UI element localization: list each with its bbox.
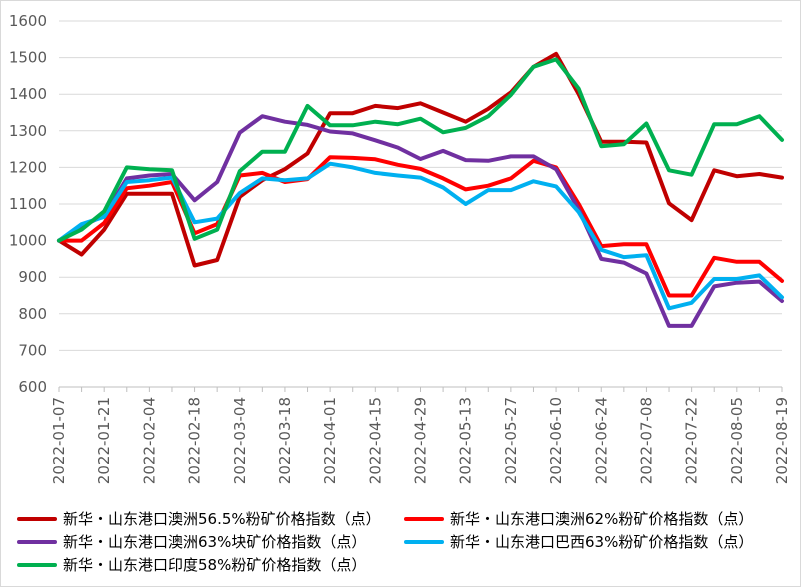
y-gridlines [59, 20, 782, 351]
series-lines [57, 51, 784, 328]
x-axis: 2022-01-07 2022-01-21 2022-02-04 2022-02-18… [50, 386, 791, 484]
x-tick-label: 2022-08-19 [773, 397, 791, 484]
x-tick-label: 2022-06-24 [592, 397, 610, 484]
series-line-3 [57, 114, 784, 328]
legend-item-3: 新华・山东港口澳洲63%块矿价格指数（点） [17, 533, 366, 551]
x-tick-label: 2022-03-18 [276, 397, 294, 484]
y-tick-label: 700 [18, 341, 47, 359]
y-tick-label: 1100 [9, 195, 47, 213]
series-line-4 [57, 161, 784, 311]
y-axis-tick-labels: 600 700 800 900 1000 1100 1200 1300 1400 1500 1600 [9, 12, 47, 396]
x-tick-label: 2022-05-13 [457, 397, 475, 484]
x-tick-label: 2022-07-22 [683, 397, 701, 484]
legend-item-4: 新华・山东港口巴西63%粉矿价格指数（点） [404, 533, 753, 551]
x-tick-label: 2022-04-01 [321, 397, 339, 484]
legend-label: 新华・山东港口澳洲56.5%粉矿价格指数（点） [63, 510, 381, 528]
y-tick-label: 1500 [9, 49, 47, 67]
x-tick-label: 2022-03-04 [231, 397, 249, 484]
legend-label: 新华・山东港口巴西63%粉矿价格指数（点） [450, 533, 753, 551]
legend-label: 新华・山东港口印度58%粉矿价格指数（点） [63, 556, 366, 574]
y-tick-label: 800 [18, 305, 47, 323]
y-tick-label: 1600 [9, 12, 47, 30]
legend-item-2: 新华・山东港口澳洲62%粉矿价格指数（点） [404, 510, 753, 528]
legend-item-1: 新华・山东港口澳洲56.5%粉矿价格指数（点） [17, 510, 381, 528]
x-tick-label: 2022-04-29 [412, 397, 430, 484]
y-tick-label: 600 [18, 378, 47, 396]
x-tick-label: 2022-02-18 [186, 397, 204, 484]
x-tick-label: 2022-04-15 [366, 397, 384, 484]
series-line-1 [57, 51, 784, 268]
legend: 新华・山东港口澳洲56.5%粉矿价格指数（点） 新华・山东港口澳洲62%粉矿价格指… [17, 510, 753, 574]
x-tick-label: 2022-07-08 [637, 397, 655, 484]
x-tick-label: 2022-01-21 [95, 397, 113, 484]
legend-label: 新华・山东港口澳洲63%块矿价格指数（点） [63, 533, 366, 551]
y-tick-label: 900 [18, 268, 47, 286]
y-tick-label: 1300 [9, 122, 47, 140]
x-tick-label: 2022-08-05 [728, 397, 746, 484]
x-tick-label: 2022-05-27 [502, 397, 520, 484]
y-tick-label: 1000 [9, 232, 47, 250]
y-tick-label: 1200 [9, 158, 47, 176]
x-tick-label: 2022-01-07 [50, 397, 68, 484]
legend-item-5: 新华・山东港口印度58%粉矿价格指数（点） [17, 556, 366, 574]
x-tick-label: 2022-02-04 [140, 397, 158, 484]
legend-label: 新华・山东港口澳洲62%粉矿价格指数（点） [450, 510, 753, 528]
series-line-5 [57, 57, 784, 243]
x-tick-label: 2022-06-10 [547, 397, 565, 484]
y-tick-label: 1400 [9, 85, 47, 103]
